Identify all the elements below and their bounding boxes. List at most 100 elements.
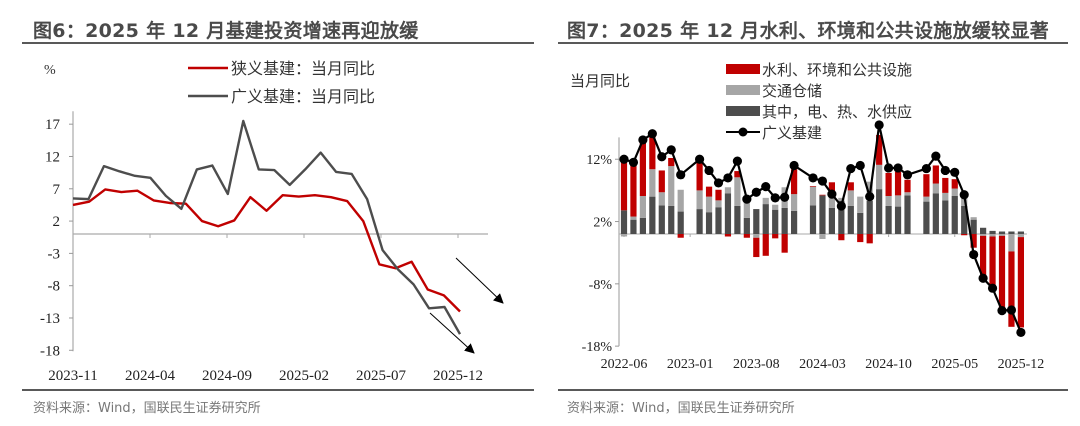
bar-segment [620, 156, 628, 211]
broad-infra-marker [742, 194, 752, 204]
bar-segment [961, 234, 968, 236]
bar-segment [677, 189, 684, 212]
right-y-label: 当月同比 [570, 72, 630, 90]
bar-segment [980, 227, 987, 234]
bar-segment [894, 206, 902, 234]
bar-segment [1008, 231, 1015, 234]
left-arrows [429, 257, 504, 354]
left-y-unit: % [44, 63, 56, 78]
right-x-tick-label: 2023-01 [667, 357, 714, 372]
right-title-rule [558, 42, 1068, 44]
bar-segment [932, 183, 939, 194]
bar-segment [705, 212, 713, 234]
bar-segment [781, 234, 788, 253]
broad-infra-marker [695, 154, 705, 164]
bar-segment [639, 195, 646, 218]
broad-infra-marker [827, 189, 837, 199]
bar-segment [658, 205, 665, 234]
bar-segment [696, 162, 703, 191]
broad-infra-marker [893, 163, 903, 173]
broad-infra-marker [666, 145, 676, 155]
bar-segment [772, 209, 779, 234]
bar-segment [734, 177, 741, 206]
right-legend-label: 交通仓储 [762, 82, 822, 100]
broad-infra-marker [836, 201, 846, 211]
bar-segment [998, 235, 1006, 311]
right-x-tick-label: 2024-03 [799, 357, 846, 372]
bar-segment [828, 182, 835, 193]
bar-segment [658, 192, 665, 206]
bar-segment [791, 169, 798, 195]
right-x-tick-label: 2025-12 [998, 357, 1045, 372]
broad-infra-marker [884, 163, 894, 173]
bar-segment [866, 200, 873, 234]
bar-segment [876, 134, 883, 165]
broad-infra-marker [619, 154, 629, 164]
bar-segment [998, 231, 1006, 234]
broad-infra-marker [855, 160, 865, 171]
bar-segment [724, 234, 732, 237]
right-legend-swatch [726, 106, 760, 116]
bar-segment [876, 164, 883, 190]
bar-segment [894, 171, 902, 196]
broad-infra-marker [902, 170, 913, 180]
left-x-tick-label: 2025-07 [356, 368, 406, 384]
bar-segment [753, 234, 760, 238]
left-x-tick-label: 2024-09 [202, 368, 252, 384]
bar-segment [866, 234, 873, 244]
bar-segment [942, 200, 949, 234]
bar-segment [649, 134, 656, 170]
left-y-tick-label: 12 [45, 149, 60, 165]
bar-segment [649, 169, 656, 197]
bar-segment [705, 196, 713, 213]
bar-segment [1017, 234, 1024, 238]
bar-segment [696, 190, 703, 210]
left-x-tick-label: 2024-04 [125, 368, 175, 384]
right-legend-swatch [726, 64, 760, 74]
bar-segment [961, 205, 968, 234]
bar-segment [781, 207, 788, 234]
right-legend-swatch [726, 85, 760, 95]
broad-infra-marker [704, 165, 714, 176]
left-series-line-narrow [72, 188, 461, 313]
bar-segment [772, 204, 779, 210]
left-y-tick-label: -3 [48, 246, 61, 262]
broad-infra-marker [780, 192, 790, 202]
bar-segment [942, 192, 949, 201]
right-y-tick-label: -18% [582, 340, 613, 355]
broad-infra-marker [732, 156, 742, 166]
bar-segment [857, 212, 864, 234]
bar-segment [847, 205, 854, 234]
right-x-tick-label: 2022-06 [601, 357, 648, 372]
bar-segment [772, 234, 779, 239]
bar-segment [753, 209, 760, 234]
bar-segment [715, 207, 722, 234]
bar-segment [951, 188, 958, 196]
bar-segment [658, 170, 665, 193]
bar-segment [885, 172, 892, 196]
bar-segment [743, 234, 750, 238]
bar-segment [668, 205, 675, 234]
bar-segment [932, 165, 939, 184]
left-series [72, 119, 462, 335]
broad-infra-marker [978, 273, 988, 283]
broad-infra-line [623, 124, 1022, 333]
bar-segment [923, 174, 930, 197]
bar-segment [923, 196, 930, 202]
bar-segment [743, 217, 750, 234]
left-title-rule [22, 42, 534, 44]
broad-infra-marker [969, 249, 979, 260]
bar-segment [904, 195, 911, 234]
bar-segment [885, 205, 892, 234]
left-bottom-rule [22, 389, 534, 391]
bar-segment [989, 234, 996, 237]
broad-infra-marker [647, 129, 657, 139]
right-y-tick-label: 12% [586, 153, 612, 168]
right-x-tick-label: 2023-08 [733, 357, 780, 372]
bar-segment [970, 219, 977, 234]
left-y-tick-label: 17 [45, 117, 61, 133]
bar-segment [923, 201, 930, 234]
broad-infra-marker [940, 165, 950, 176]
